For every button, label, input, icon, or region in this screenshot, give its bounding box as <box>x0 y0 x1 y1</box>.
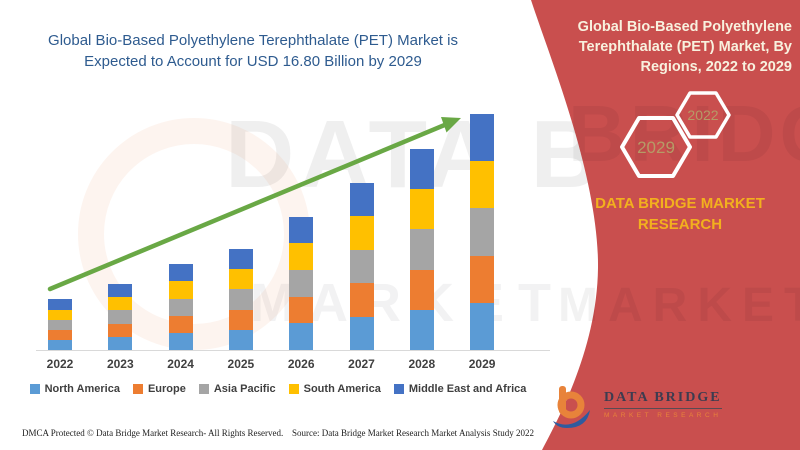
legend-item-europe: Europe <box>132 383 186 395</box>
bar-segment-2029-north-america <box>470 302 495 350</box>
brand-line2: RESEARCH <box>637 216 723 233</box>
bar-segment-2024-europe <box>168 315 193 333</box>
bar-segment-2022-europe <box>48 329 72 340</box>
bar-segment-2026-europe <box>289 296 314 324</box>
x-axis-label-2024: 2024 <box>167 357 194 371</box>
panel-title-line2: Terephthalate (PET) Market, By <box>578 39 792 55</box>
bar-segment-2024-north-america <box>168 332 193 350</box>
bar-segment-2023-north-america <box>108 336 133 350</box>
bar-segment-2025-europe <box>228 309 253 330</box>
watermark-band-bottom: MARKET <box>558 279 800 332</box>
bar-segment-2023-asia-pacific <box>108 310 133 324</box>
bar-segment-2022-south-america <box>48 309 72 320</box>
legend-swatch-icon <box>393 384 404 394</box>
brand-wordmark: DATA BRIDGE MARKET RESEARCH <box>565 193 795 235</box>
hexagon-2029 <box>620 116 692 178</box>
x-axis-line <box>36 350 550 351</box>
year-hexagons: 2022 2029 <box>620 91 731 178</box>
logo-glyph-icon <box>553 386 590 428</box>
footer-copyright: DMCA Protected © Data Bridge Market Rese… <box>22 428 284 438</box>
bar-segment-2022-asia-pacific <box>48 319 72 330</box>
stacked-bar-2029 <box>470 114 495 350</box>
bar-segment-2023-europe <box>108 323 133 337</box>
bar-segment-2022-north-america <box>48 339 72 350</box>
chart-title: Global Bio-Based Polyethylene Terephthal… <box>20 30 486 72</box>
stacked-bar-2022 <box>48 299 72 350</box>
legend-item-north-america: North America <box>29 383 120 395</box>
legend-swatch-icon <box>132 384 143 394</box>
bar-segment-2027-north-america <box>349 316 374 350</box>
hexagon-2029-label: 2029 <box>637 138 675 157</box>
legend-label: North America <box>44 383 120 395</box>
legend-item-asia-pacific: Asia Pacific <box>198 383 276 395</box>
bar-segment-2029-middle-east-and-africa <box>470 114 495 162</box>
bar-segment-2022-middle-east-and-africa <box>48 299 72 310</box>
bar-segment-2023-south-america <box>108 297 133 311</box>
chart-legend: North America Europe Asia Pacific South Ame… <box>0 383 556 395</box>
footer-source: Source: Data Bridge Market Research Mark… <box>292 428 534 438</box>
x-axis-label-2025: 2025 <box>227 357 255 371</box>
x-axis-label-2028: 2028 <box>408 357 436 371</box>
bar-segment-2024-asia-pacific <box>168 298 193 316</box>
bar-segment-2028-north-america <box>409 309 434 350</box>
chart-title-line2: Expected to Account for USD 16.80 Billio… <box>84 53 422 70</box>
panel-title-line1: Global Bio-Based Polyethylene <box>577 19 792 35</box>
hexagon-2022 <box>675 91 731 139</box>
legend-item-middle-east-and-africa: Middle East and Africa <box>393 383 527 395</box>
x-axis-label-2026: 2026 <box>287 357 315 371</box>
bar-segment-2029-europe <box>470 255 495 303</box>
company-logo: DATA BRIDGE MARKET RESEARCH <box>550 382 722 428</box>
hexagon-2022-label: 2022 <box>687 107 718 123</box>
legend-item-south-america: South America <box>288 383 381 395</box>
bar-segment-2029-south-america <box>470 161 495 209</box>
bar-segment-2025-north-america <box>228 329 253 350</box>
panel-title-line3: Regions, 2022 to 2029 <box>640 59 792 75</box>
x-axis-label-2022: 2022 <box>46 357 74 371</box>
chart-title-line1: Global Bio-Based Polyethylene Terephthal… <box>48 32 458 49</box>
logo-text-block: DATA BRIDGE MARKET RESEARCH <box>604 382 722 419</box>
legend-label: South America <box>303 383 381 395</box>
panel-title: Global Bio-Based Polyethylene Terephthal… <box>558 17 792 77</box>
legend-swatch-icon <box>198 384 209 394</box>
legend-label: Middle East and Africa <box>408 383 527 395</box>
side-panel: BRIDGE MARKET Global Bio-Based Polyethyl… <box>530 0 800 450</box>
x-axis-label-2023: 2023 <box>106 357 134 371</box>
legend-label: Europe <box>147 383 186 395</box>
logo-name: DATA BRIDGE <box>604 390 722 409</box>
legend-label: Asia Pacific <box>213 383 276 395</box>
logo-tagline: MARKET RESEARCH <box>604 412 722 419</box>
bar-segment-2029-asia-pacific <box>470 208 495 256</box>
legend-swatch-icon <box>288 384 299 394</box>
x-axis-label-2029: 2029 <box>468 357 496 371</box>
bar-segment-2025-asia-pacific <box>228 289 253 310</box>
brand-line1: DATA BRIDGE MARKET <box>595 195 765 212</box>
legend-swatch-icon <box>29 384 40 394</box>
bar-segment-2026-north-america <box>289 323 314 350</box>
x-axis-label-2027: 2027 <box>348 357 375 371</box>
stacked-bar-2023 <box>108 283 133 350</box>
